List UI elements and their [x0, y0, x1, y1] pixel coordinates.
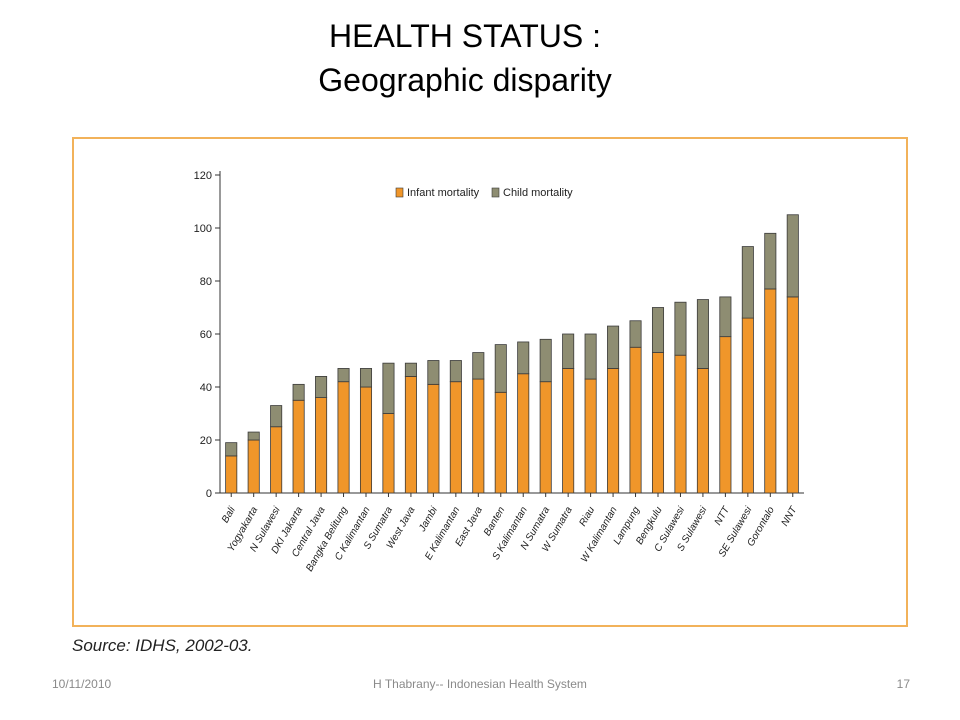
y-tick-label: 100	[194, 223, 212, 235]
source-note: Source: IDHS, 2002-03.	[72, 636, 253, 655]
bar-child-mortality	[607, 325, 620, 369]
footer-page-number: 17	[896, 677, 910, 691]
bar-infant-mortality	[651, 352, 665, 494]
bar-infant-mortality	[292, 399, 305, 494]
bar-child-mortality	[539, 338, 552, 383]
bar-child-mortality	[741, 246, 754, 319]
bar-infant-mortality	[359, 386, 373, 494]
y-tick-label: 60	[200, 329, 212, 341]
legend-label-child: Child mortality	[503, 187, 573, 199]
bar-infant-mortality	[786, 296, 799, 494]
legend-label-infant: Infant mortality	[407, 187, 480, 199]
bar-infant-mortality	[584, 378, 597, 494]
bar-infant-mortality	[517, 373, 530, 494]
y-tick-label: 20	[200, 435, 212, 447]
bar-child-mortality	[786, 214, 799, 298]
bar-infant-mortality	[539, 381, 552, 494]
chart-frame: 0 20 40 60 80 100 120 Bali Yogyakarta N Sulawesi D…	[72, 137, 908, 627]
footer-title: H Thabrany-- Indonesian Health System	[373, 677, 587, 691]
slide-title-line1: HEALTH STATUS :	[328, 18, 602, 54]
x-category-label: Riau	[577, 505, 597, 529]
bar-child-mortality	[719, 296, 732, 338]
legend-swatch-infant	[395, 187, 404, 198]
bar-infant-mortality	[315, 397, 328, 494]
bar-child-mortality	[315, 375, 328, 398]
bar-child-mortality	[382, 362, 395, 414]
bar-child-mortality	[674, 301, 687, 356]
bar-child-mortality	[696, 299, 709, 369]
slide-title: HEALTH STATUS : Geographic disparity	[0, 14, 930, 102]
bar-child-mortality	[651, 307, 665, 353]
bar-infant-mortality	[225, 455, 238, 494]
bar-infant-mortality	[337, 381, 350, 494]
bar-child-mortality	[494, 344, 507, 393]
bar-child-mortality	[764, 232, 777, 290]
bar-child-mortality	[517, 341, 530, 375]
y-tick-label: 80	[200, 276, 212, 288]
bar-infant-mortality	[562, 368, 575, 494]
bar-infant-mortality	[741, 317, 754, 494]
y-tick-label: 40	[200, 382, 212, 394]
bar-child-mortality	[584, 333, 597, 380]
bar-child-mortality	[270, 405, 283, 428]
legend-swatch-child	[491, 187, 500, 198]
bar-infant-mortality	[427, 383, 440, 494]
bar-child-mortality	[247, 431, 260, 441]
bar-child-mortality	[472, 352, 485, 380]
bar-infant-mortality	[764, 288, 777, 494]
bar-infant-mortality	[494, 391, 507, 494]
bar-infant-mortality	[629, 346, 642, 494]
bar-infant-mortality	[404, 375, 417, 494]
x-category-label: NNT	[780, 504, 800, 528]
bar-child-mortality	[629, 320, 642, 348]
bar-child-mortality	[225, 442, 238, 457]
bar-infant-mortality	[472, 378, 485, 494]
bar-infant-mortality	[247, 439, 260, 494]
x-category-label: NTT	[713, 504, 733, 527]
x-category-label: Jambi	[417, 504, 441, 534]
bar-infant-mortality	[270, 426, 283, 494]
x-category-label: Bali	[220, 504, 238, 525]
bar-child-mortality	[562, 333, 575, 369]
bar-child-mortality	[404, 362, 417, 377]
bar-infant-mortality	[674, 354, 687, 494]
bar-infant-mortality	[449, 381, 462, 494]
bar-infant-mortality	[719, 336, 732, 494]
y-tick-label: 0	[206, 488, 212, 500]
bar-child-mortality	[427, 360, 440, 385]
bar-infant-mortality	[696, 368, 709, 494]
bar-child-mortality	[337, 368, 350, 383]
slide-title-line2: Geographic disparity	[318, 62, 612, 98]
bar-infant-mortality	[382, 413, 395, 494]
bar-child-mortality	[292, 383, 305, 401]
bar-child-mortality	[359, 368, 373, 388]
y-tick-label: 120	[194, 170, 212, 182]
footer-date: 10/11/2010	[52, 677, 112, 691]
bar-child-mortality	[449, 360, 462, 383]
bar-infant-mortality	[607, 368, 620, 494]
